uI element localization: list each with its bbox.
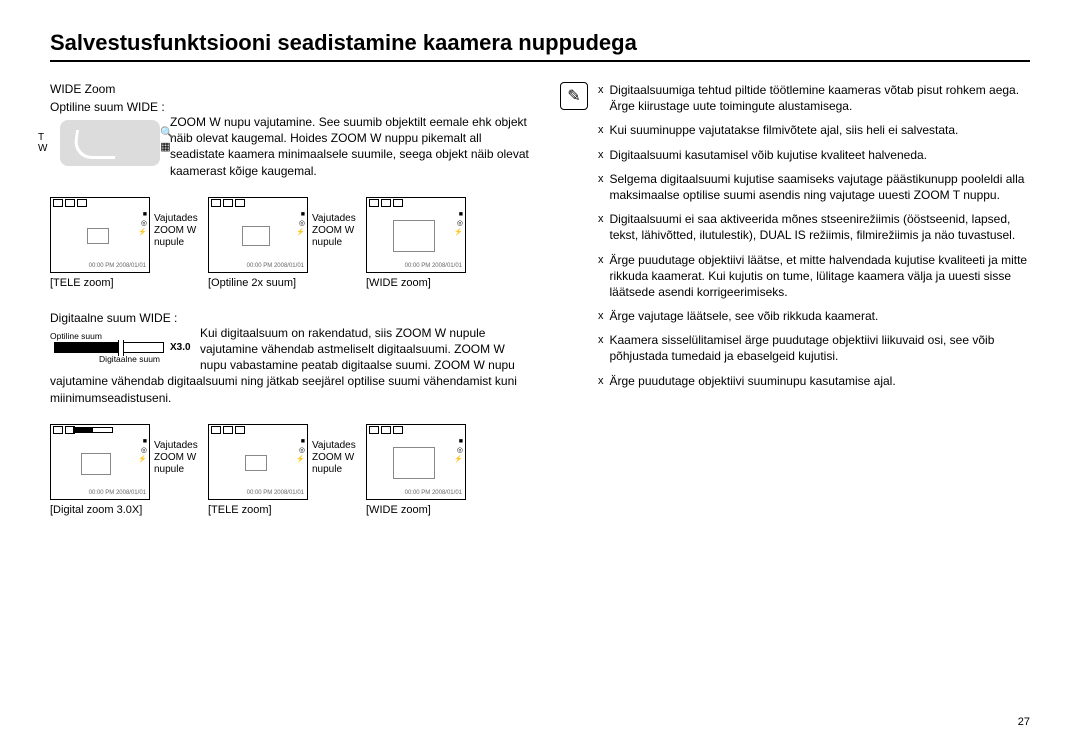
timestamp: 00:00 PM 2008/01/01 (405, 490, 462, 497)
lcd-digital-3x: ■◎⚡ 00:00 PM 2008/01/01 (50, 424, 150, 500)
note-bullet: x (598, 252, 604, 301)
af-box (393, 220, 435, 252)
rocker-tw-labels: T W (38, 132, 47, 154)
note-item: xDigitaalsuumi ei saa aktiveerida mõnes … (598, 211, 1030, 243)
indicator-value: X3.0 (170, 342, 191, 353)
lcd-tele-zoom: ■◎⚡ 00:00 PM 2008/01/01 (50, 197, 150, 273)
wide-zoom-heading: WIDE Zoom (50, 82, 530, 96)
caption-wide-zoom-2: [WIDE zoom] (366, 504, 466, 516)
digital-arrow-1: Vajutades ZOOM W nupule (154, 440, 204, 476)
caption-wide-zoom: [WIDE zoom] (366, 277, 466, 289)
lcd-wide-zoom-2: ■◎⚡ 00:00 PM 2008/01/01 (366, 424, 466, 500)
note-text: Digitaalsuumi ei saa aktiveerida mõnes s… (610, 211, 1031, 243)
zoom-rocker (60, 120, 160, 166)
note-icon: ✎ (560, 82, 588, 110)
lcd-optical-2x: ■◎⚡ 00:00 PM 2008/01/01 (208, 197, 308, 273)
note-bullet: x (598, 122, 604, 138)
note-bullet: x (598, 147, 604, 163)
note-item: x Kui suuminuppe vajutatakse filmivõtete … (598, 122, 1030, 138)
af-box (81, 453, 111, 475)
lcd-wide-zoom: ■◎⚡ 00:00 PM 2008/01/01 (366, 197, 466, 273)
indicator-bar: X3.0 (54, 342, 164, 353)
note-text: Digitaalsuumi kasutamisel võib kujutise … (610, 147, 928, 163)
note-text: Ärge puudutage objektiivi läätse, et mit… (610, 252, 1031, 301)
note-item: x Digitaalsuumi kasutamisel võib kujutise… (598, 147, 1030, 163)
magnifier-plus-icon: 🔍 (160, 126, 174, 140)
zoom-magnifier-icons: 🔍 ▦ (160, 126, 174, 154)
note-item: x Ärge vajutage läätsele, see võib rikkud… (598, 308, 1030, 324)
note-item: xSelgema digitaalsuumi kujutise saamisek… (598, 171, 1030, 203)
note-item: xDigitaalsuumiga tehtud piltide töötlemi… (598, 82, 1030, 114)
page-title: Salvestusfunktsiooni seadistamine kaamer… (50, 30, 1030, 62)
note-text: Kui suuminuppe vajutatakse filmivõtete a… (610, 122, 959, 138)
caption-optical-2x: [Optiline 2x suum] (208, 277, 308, 289)
note-bullet: x (598, 373, 604, 389)
note-bullet: x (598, 332, 604, 364)
note-text: Digitaalsuumiga tehtud piltide töötlemin… (610, 82, 1031, 114)
note-bullet: x (598, 171, 604, 203)
zoom-rocker-illustration: T W 🔍 ▦ (50, 120, 160, 166)
timestamp: 00:00 PM 2008/01/01 (247, 490, 304, 497)
rocker-w-label: W (38, 143, 47, 154)
note-item: xKaamera sisselülitamisel ärge puudutage… (598, 332, 1030, 364)
optical-wide-block: Optiline suum WIDE : T W 🔍 ▦ ZOOM W nupu… (50, 100, 530, 179)
digital-zoom-indicator: Optiline suum X3.0 Digitaalne suum (50, 331, 190, 364)
caption-tele-zoom-2: [TELE zoom] (208, 504, 308, 516)
digital-arrow-2: Vajutades ZOOM W nupule (312, 440, 362, 476)
timestamp: 00:00 PM 2008/01/01 (405, 263, 462, 270)
digital-text-start (183, 311, 530, 325)
rocker-t-label: T (38, 132, 47, 143)
note-text: Ärge vajutage läätsele, see võib rikkuda… (610, 308, 879, 324)
lcd-tele-zoom-2: ■◎⚡ 00:00 PM 2008/01/01 (208, 424, 308, 500)
optical-zoom-sequence: ■◎⚡ 00:00 PM 2008/01/01 [TELE zoom] Vaju… (50, 197, 530, 289)
caption-tele-zoom: [TELE zoom] (50, 277, 150, 289)
note-bullet: x (598, 82, 604, 114)
note-bullet: x (598, 308, 604, 324)
af-box (393, 447, 435, 479)
digital-zoom-sequence: ■◎⚡ 00:00 PM 2008/01/01 [Digital zoom 3.… (50, 424, 530, 516)
af-box (87, 228, 109, 244)
note-bullet: x (598, 211, 604, 243)
note-item: xÄrge puudutage objektiivi läätse, et mi… (598, 252, 1030, 301)
page-number: 27 (1018, 716, 1030, 728)
note-item: x Ärge puudutage objektiivi suuminupu kas… (598, 373, 1030, 389)
magnifier-grid-icon: ▦ (160, 140, 174, 154)
indicator-bottom-label: Digitaalne suum (50, 354, 160, 364)
note-text: Kaamera sisselülitamisel ärge puudutage … (610, 332, 1031, 364)
af-box (245, 455, 267, 471)
caption-digital-3x: [Digital zoom 3.0X] (50, 504, 150, 516)
note-text: Selgema digitaalsuumi kujutise saamiseks… (610, 171, 1031, 203)
timestamp: 00:00 PM 2008/01/01 (89, 263, 146, 270)
left-column: WIDE Zoom Optiline suum WIDE : T W 🔍 ▦ Z… (50, 82, 530, 516)
af-box (242, 226, 270, 246)
notes-list: xDigitaalsuumiga tehtud piltide töötlemi… (598, 82, 1030, 516)
timestamp: 00:00 PM 2008/01/01 (247, 263, 304, 270)
content-columns: WIDE Zoom Optiline suum WIDE : T W 🔍 ▦ Z… (50, 82, 1030, 516)
note-text: Ärge puudutage objektiivi suuminupu kasu… (610, 373, 896, 389)
optical-text-start (171, 100, 530, 114)
optical-arrow-2: Vajutades ZOOM W nupule (312, 213, 362, 249)
digital-label: Digitaalne suum WIDE : (50, 311, 177, 325)
right-column: ✎ xDigitaalsuumiga tehtud piltide töötle… (560, 82, 1030, 516)
digital-wide-block: Digitaalne suum WIDE : Optiline suum X3.… (50, 311, 530, 406)
timestamp: 00:00 PM 2008/01/01 (89, 490, 146, 497)
optical-arrow-1: Vajutades ZOOM W nupule (154, 213, 204, 249)
optical-label: Optiline suum WIDE : (50, 100, 165, 114)
